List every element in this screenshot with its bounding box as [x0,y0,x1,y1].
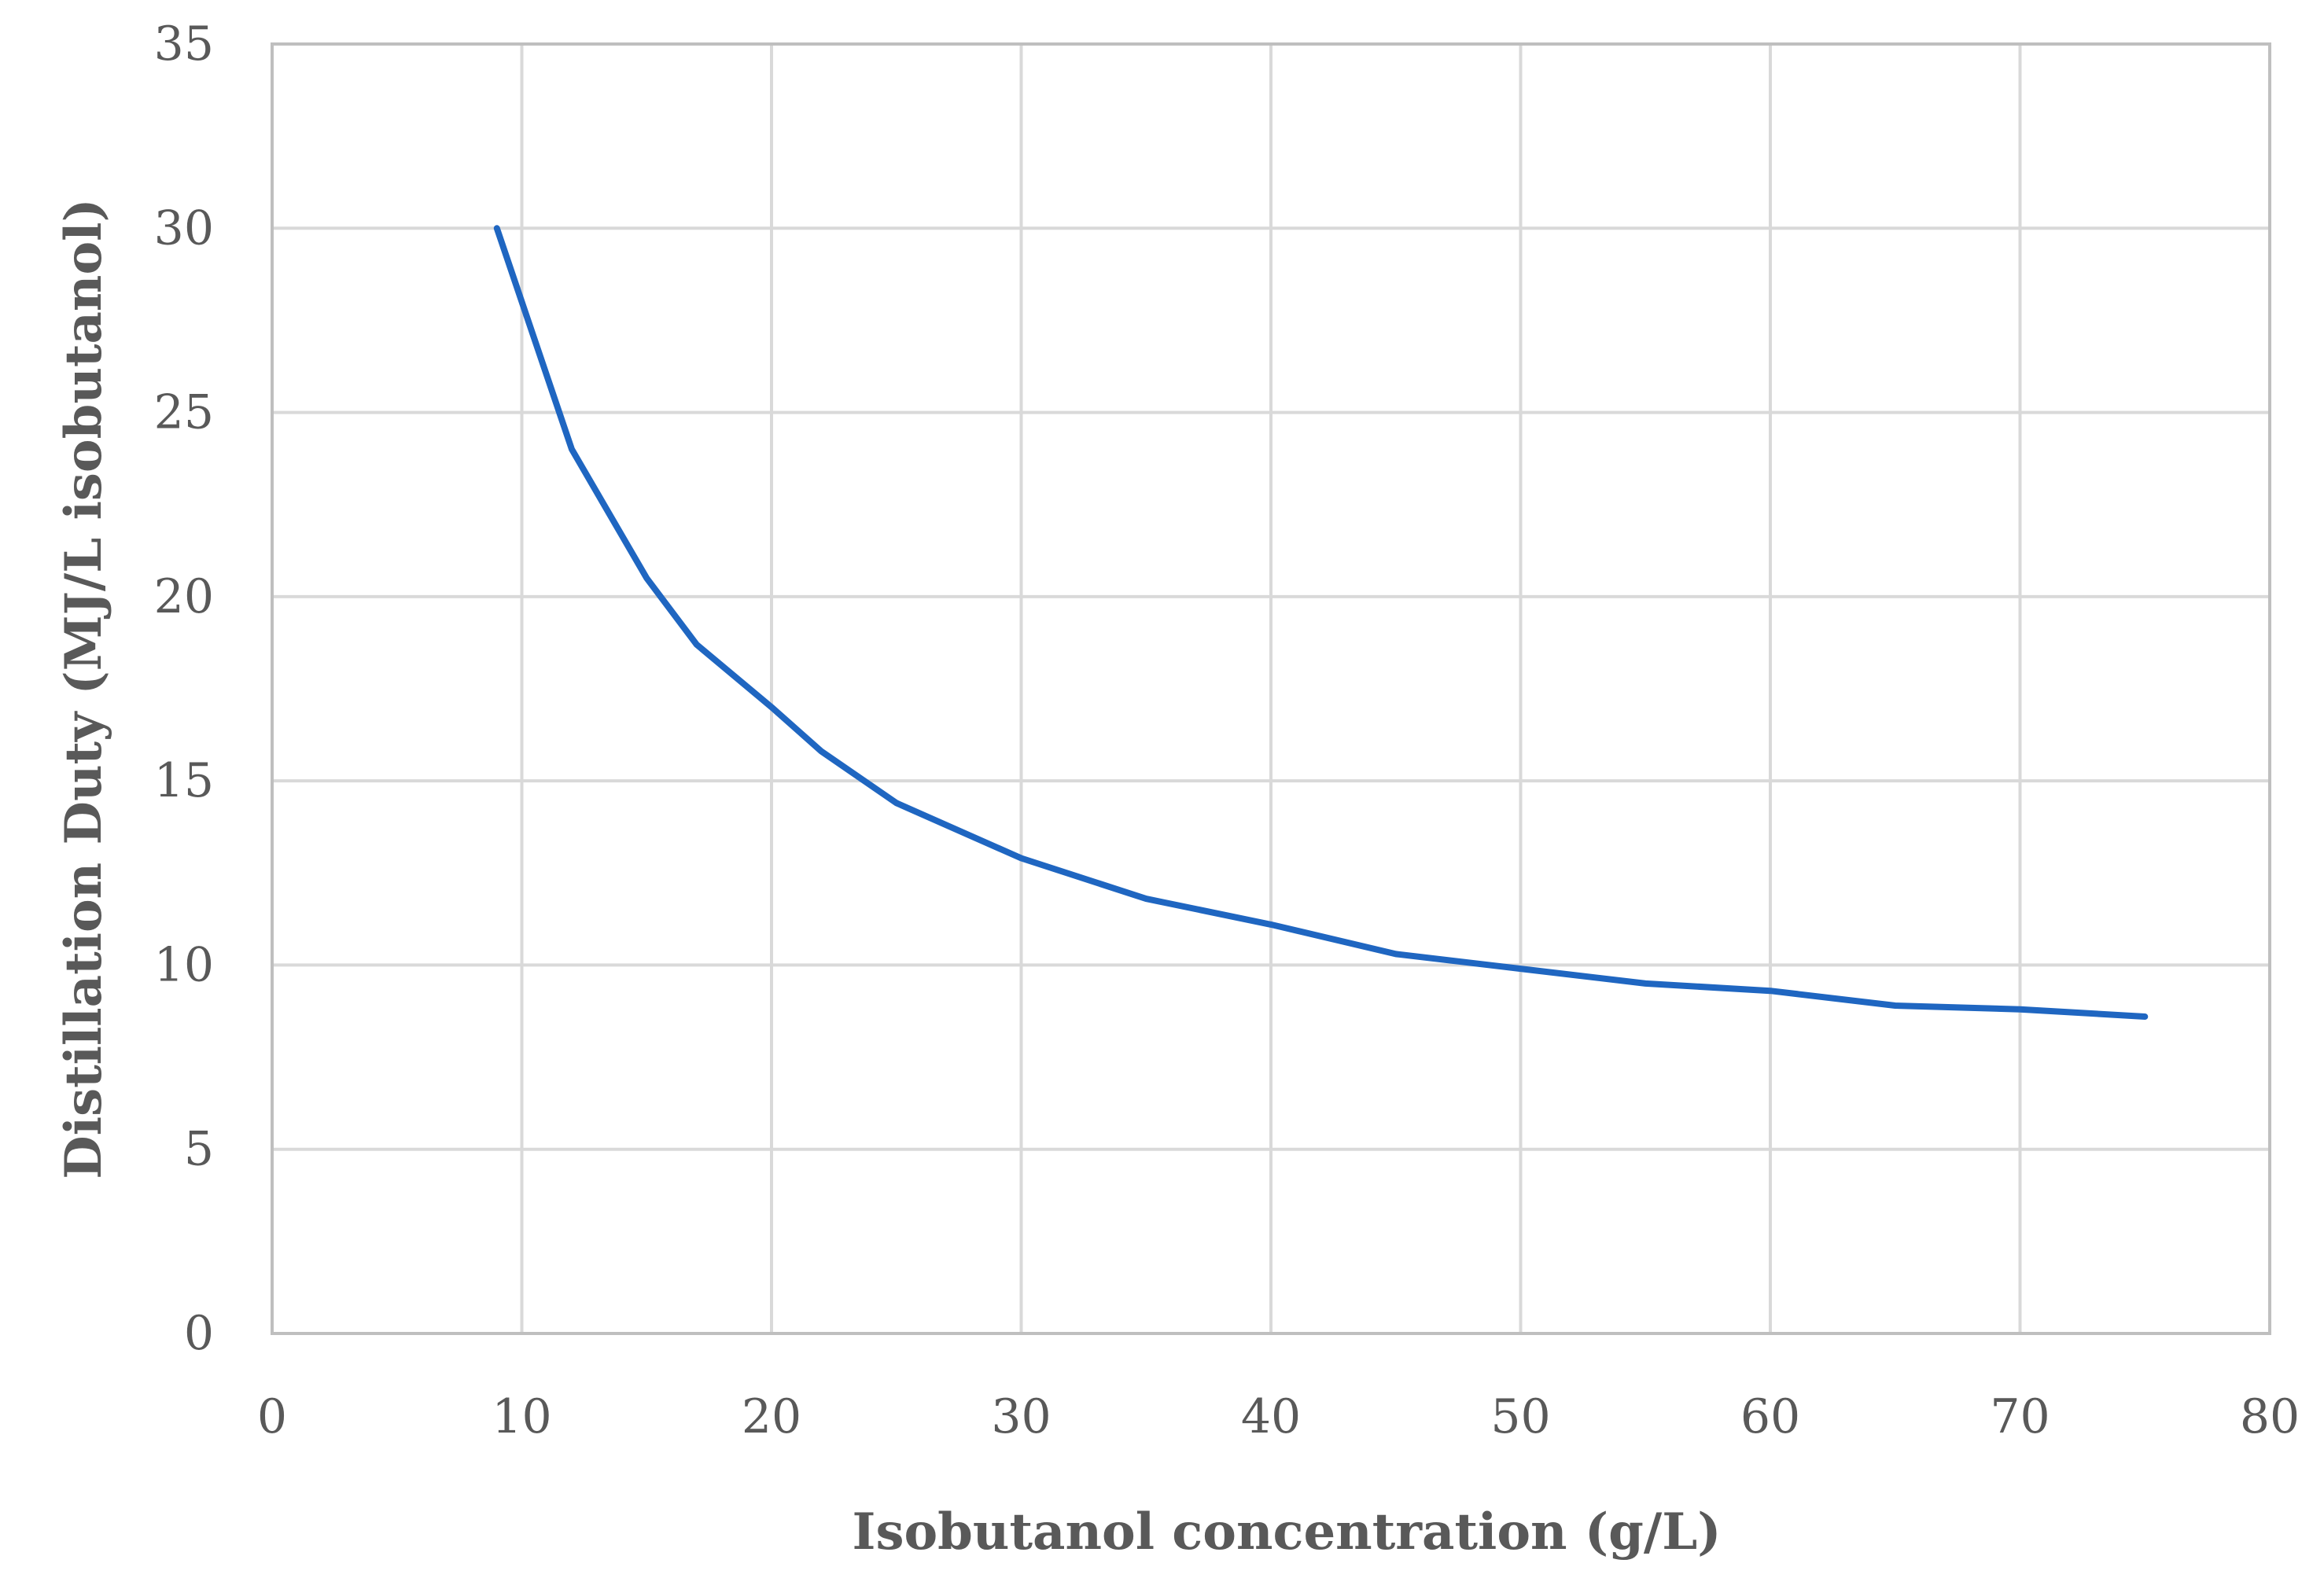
y-tick-label: 35 [154,17,214,72]
y-tick-label: 5 [184,1122,214,1177]
x-tick-label: 80 [2240,1389,2300,1444]
y-axis-title: Distillation Duty (MJ/L isobutanol) [54,198,113,1179]
vertical-gridlines [271,44,2271,1333]
x-tick-label: 40 [1241,1389,1301,1444]
x-axis-tick-labels: 0 10 20 30 40 50 60 70 80 [257,1389,2300,1444]
plot-area-frame [271,42,2271,1335]
x-tick-label: 0 [257,1389,287,1444]
x-tick-label: 10 [492,1389,551,1444]
y-tick-label: 10 [154,937,214,992]
y-tick-label: 0 [184,1306,214,1361]
x-tick-label: 30 [991,1389,1051,1444]
y-tick-label: 15 [154,753,214,808]
y-axis-tick-labels: 0 5 10 15 20 25 30 35 [154,17,214,1361]
series-group [493,225,2149,1020]
y-tick-label: 25 [154,385,214,440]
x-tick-label: 50 [1490,1389,1550,1444]
x-tick-label: 20 [742,1389,801,1444]
x-axis-title: Isobutanol concentration (g/L) [853,1503,1722,1561]
y-tick-label: 30 [154,200,214,256]
series-line [493,225,2149,1020]
y-tick-label: 20 [154,569,214,624]
x-tick-label: 60 [1740,1389,1800,1444]
x-tick-label: 70 [1990,1389,2050,1444]
